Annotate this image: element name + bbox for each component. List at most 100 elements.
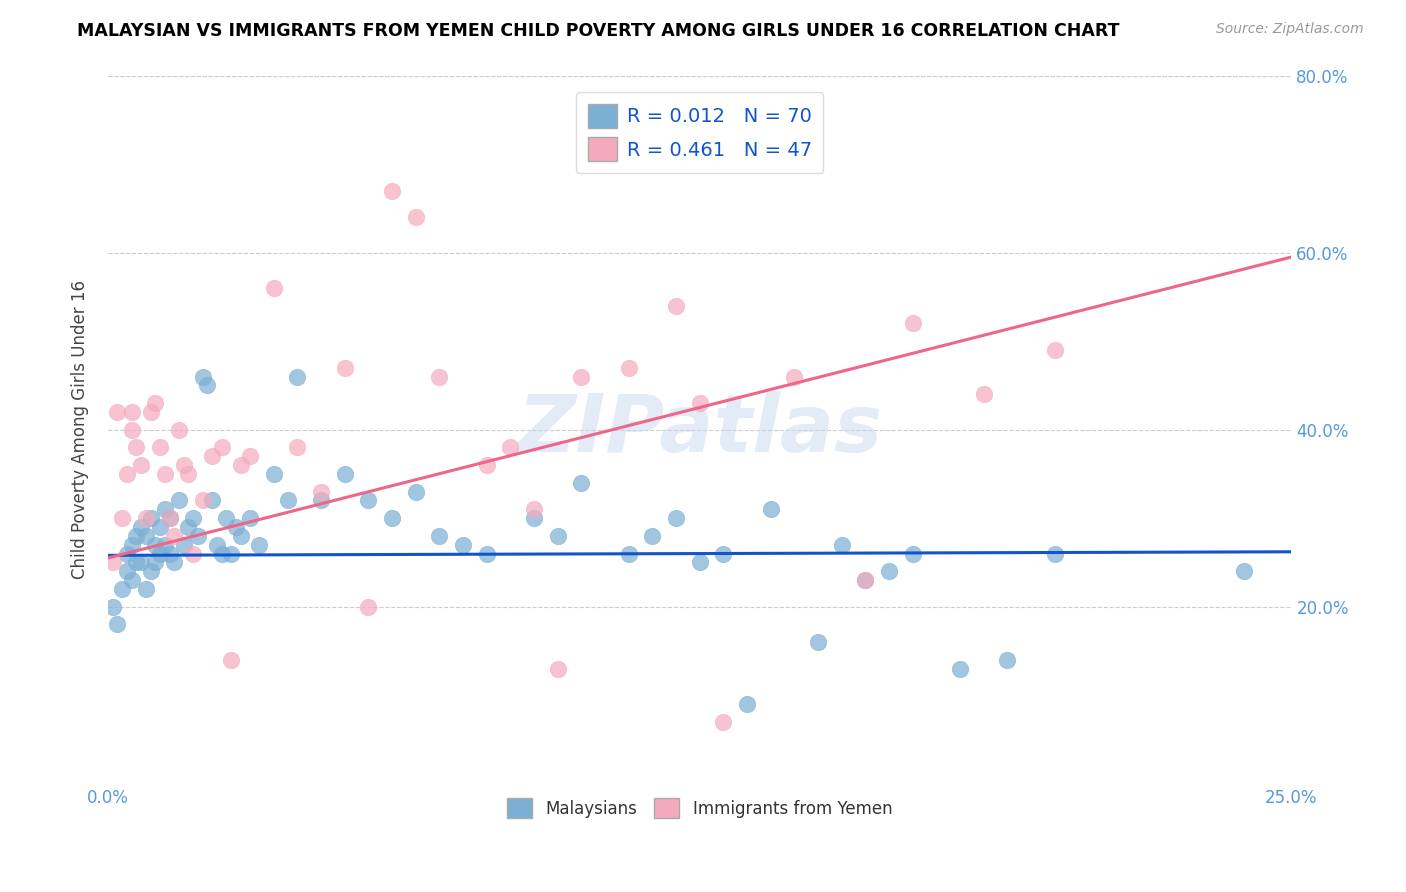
- Point: [153, 538, 176, 552]
- Point: [129, 556, 152, 570]
- Point: [665, 511, 688, 525]
- Point: [285, 440, 308, 454]
- Point: [149, 520, 172, 534]
- Point: [735, 697, 758, 711]
- Point: [949, 662, 972, 676]
- Point: [135, 582, 157, 596]
- Point: [159, 547, 181, 561]
- Point: [187, 529, 209, 543]
- Point: [239, 449, 262, 463]
- Point: [225, 520, 247, 534]
- Point: [713, 547, 735, 561]
- Text: ZIPatlas: ZIPatlas: [517, 391, 882, 468]
- Point: [807, 635, 830, 649]
- Point: [475, 458, 498, 472]
- Point: [159, 511, 181, 525]
- Point: [713, 714, 735, 729]
- Point: [201, 449, 224, 463]
- Point: [901, 547, 924, 561]
- Point: [309, 493, 332, 508]
- Point: [427, 529, 450, 543]
- Point: [617, 547, 640, 561]
- Point: [229, 458, 252, 472]
- Point: [855, 573, 877, 587]
- Point: [197, 378, 219, 392]
- Point: [451, 538, 474, 552]
- Point: [139, 564, 162, 578]
- Point: [523, 511, 546, 525]
- Point: [129, 520, 152, 534]
- Point: [215, 511, 238, 525]
- Point: [263, 467, 285, 481]
- Point: [689, 556, 711, 570]
- Point: [1043, 343, 1066, 357]
- Point: [177, 467, 200, 481]
- Point: [173, 538, 195, 552]
- Point: [569, 369, 592, 384]
- Point: [997, 653, 1019, 667]
- Point: [973, 387, 995, 401]
- Point: [219, 547, 242, 561]
- Point: [333, 467, 356, 481]
- Legend: Malaysians, Immigrants from Yemen: Malaysians, Immigrants from Yemen: [501, 791, 898, 825]
- Point: [855, 573, 877, 587]
- Point: [641, 529, 664, 543]
- Point: [357, 493, 380, 508]
- Point: [1233, 564, 1256, 578]
- Text: MALAYSIAN VS IMMIGRANTS FROM YEMEN CHILD POVERTY AMONG GIRLS UNDER 16 CORRELATIO: MALAYSIAN VS IMMIGRANTS FROM YEMEN CHILD…: [77, 22, 1119, 40]
- Point: [143, 556, 166, 570]
- Point: [405, 484, 427, 499]
- Point: [381, 511, 404, 525]
- Point: [135, 529, 157, 543]
- Point: [101, 556, 124, 570]
- Point: [783, 369, 806, 384]
- Point: [115, 564, 138, 578]
- Point: [149, 440, 172, 454]
- Point: [143, 538, 166, 552]
- Point: [499, 440, 522, 454]
- Point: [159, 511, 181, 525]
- Point: [239, 511, 262, 525]
- Point: [167, 423, 190, 437]
- Point: [475, 547, 498, 561]
- Point: [153, 502, 176, 516]
- Point: [121, 573, 143, 587]
- Point: [759, 502, 782, 516]
- Point: [191, 369, 214, 384]
- Point: [569, 475, 592, 490]
- Point: [181, 511, 204, 525]
- Point: [163, 556, 186, 570]
- Point: [1043, 547, 1066, 561]
- Point: [173, 458, 195, 472]
- Point: [121, 405, 143, 419]
- Point: [111, 582, 134, 596]
- Point: [135, 511, 157, 525]
- Point: [101, 599, 124, 614]
- Point: [139, 511, 162, 525]
- Point: [125, 556, 148, 570]
- Point: [115, 467, 138, 481]
- Point: [381, 184, 404, 198]
- Point: [309, 484, 332, 499]
- Text: Source: ZipAtlas.com: Source: ZipAtlas.com: [1216, 22, 1364, 37]
- Point: [249, 538, 271, 552]
- Point: [229, 529, 252, 543]
- Point: [617, 360, 640, 375]
- Point: [547, 662, 569, 676]
- Point: [125, 529, 148, 543]
- Point: [143, 396, 166, 410]
- Point: [121, 538, 143, 552]
- Point: [153, 467, 176, 481]
- Point: [201, 493, 224, 508]
- Point: [901, 317, 924, 331]
- Point: [211, 440, 233, 454]
- Point: [523, 502, 546, 516]
- Point: [121, 423, 143, 437]
- Point: [405, 210, 427, 224]
- Point: [205, 538, 228, 552]
- Point: [427, 369, 450, 384]
- Point: [333, 360, 356, 375]
- Point: [357, 599, 380, 614]
- Point: [689, 396, 711, 410]
- Point: [665, 299, 688, 313]
